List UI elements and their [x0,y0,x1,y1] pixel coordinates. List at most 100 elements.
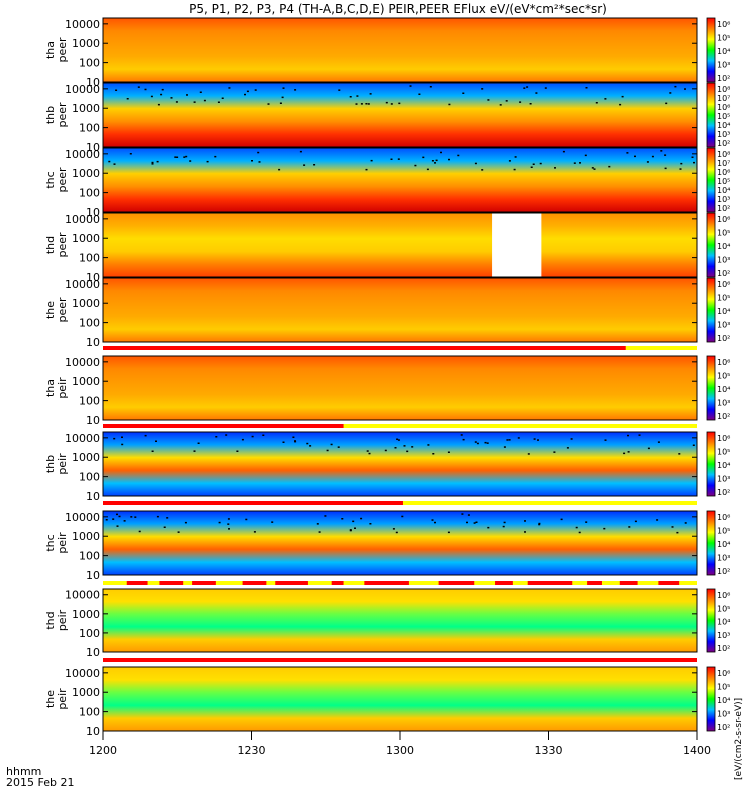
noise-speckle [448,452,450,454]
flag-segment [495,581,513,585]
noise-speckle [391,103,393,105]
noise-speckle [692,157,694,159]
noise-speckle [255,89,257,91]
noise-speckle [665,103,667,105]
colorbar-tick-label: 10⁵ [717,294,730,303]
colorbar-tick-label: 10³ [717,130,730,139]
noise-speckle [214,156,216,158]
noise-speckle [186,94,188,96]
noise-speckle [218,102,220,104]
noise-speckle [207,161,209,163]
noise-speckle [365,103,367,105]
noise-speckle [448,532,450,534]
flag-segment [275,581,308,585]
noise-speckle [155,441,157,443]
noise-speckle [672,526,674,528]
spectrogram-thb_peir [103,432,697,496]
colorbar-thc_peir [707,511,715,575]
flag-segment [192,581,216,585]
colorbar-tick-label: 10⁴ [717,242,730,251]
colorbar-tick-label: 10⁵ [717,448,730,457]
colorbar-tick-label: 10⁷ [717,94,730,103]
y-tick-label: 10 [86,646,100,659]
colorbar-tick-label: 10⁵ [717,527,730,536]
noise-speckle [485,442,487,444]
noise-speckle [665,168,667,170]
spectrogram-thb_peer [103,83,697,147]
noise-speckle [481,169,483,171]
spectrogram-the_peir [103,667,697,731]
colorbar-tick-label: 10⁵ [717,112,730,121]
noise-speckle [531,167,533,169]
noise-speckle [406,451,408,453]
noise-speckle [680,163,682,165]
panel-label-thc_peir: thcpeir [44,532,69,554]
y-tick-label: 10000 [65,278,100,291]
noise-speckle [586,87,588,89]
noise-speckle [576,527,578,529]
noise-speckle [693,162,695,164]
noise-speckle [623,453,625,455]
noise-speckle [360,518,362,520]
colorbar-tick-label: 10⁶ [717,669,730,678]
noise-speckle [538,523,540,525]
y-tick-label: 100 [79,122,100,135]
noise-speckle [534,438,536,440]
noise-speckle [176,157,178,159]
noise-speckle [604,98,606,100]
flag-segment [159,581,183,585]
colorbar-thd_peer [707,213,715,277]
noise-speckle [436,160,438,162]
colorbar-tick-label: 10⁶ [717,591,730,600]
noise-speckle [475,441,477,443]
noise-speckle [603,528,605,530]
colorbar-tick-label: 10³ [717,61,730,70]
noise-speckle [656,519,658,521]
colorbar-tick-label: 10⁴ [717,307,730,316]
colorbar-tick-label: 10⁵ [717,683,730,692]
noise-speckle [461,434,463,436]
noise-speckle [294,441,296,443]
noise-speckle [171,97,173,99]
noise-speckle [432,519,434,521]
colorbar-tick-label: 10² [717,139,730,148]
panel-label-the_peir: thepeir [44,688,69,710]
colorbar-tick-label: 10⁶ [717,168,730,177]
y-tick-label: 1000 [72,167,100,180]
noise-speckle [526,86,528,88]
colorbar-tick-label: 10³ [717,256,730,265]
y-tick-label: 100 [79,471,100,484]
noise-speckle [504,446,506,448]
noise-speckle [658,441,660,443]
colorbar-tick-label: 10³ [717,475,730,484]
noise-speckle [361,103,363,105]
colorbar-tick-label: 10⁵ [717,177,730,186]
flag-segment [127,581,148,585]
colorbar-tick-label: 10³ [717,195,730,204]
noise-speckle [178,531,180,533]
noise-speckle [174,156,176,158]
noise-speckle [596,102,598,104]
noise-speckle [215,436,217,438]
y-tick-label: 100 [79,187,100,200]
noise-speckle [245,519,247,521]
flag-segment [103,346,626,350]
noise-speckle [189,160,191,162]
noise-speckle [432,160,434,162]
panel-label-thb_peir: thbpeir [44,453,69,475]
noise-speckle [619,104,621,106]
colorbar-tick-label: 10⁶ [717,103,730,112]
colorbar-tick-label: 10³ [717,321,730,330]
noise-speckle [354,528,356,530]
noise-speckle [477,443,479,445]
noise-speckle [370,93,372,95]
flag-segment [364,581,409,585]
noise-speckle [391,159,393,161]
noise-speckle [669,92,671,94]
quality-flag-bar [103,581,697,585]
spectrogram-thc_peir [103,511,697,575]
colorbar-thc_peer [707,148,715,212]
noise-speckle [605,439,607,441]
panel-thb_peer: 10000100010010thbpeer10⁸10⁷10⁶10⁵10⁴10³1… [44,83,731,154]
noise-speckle [574,162,576,164]
